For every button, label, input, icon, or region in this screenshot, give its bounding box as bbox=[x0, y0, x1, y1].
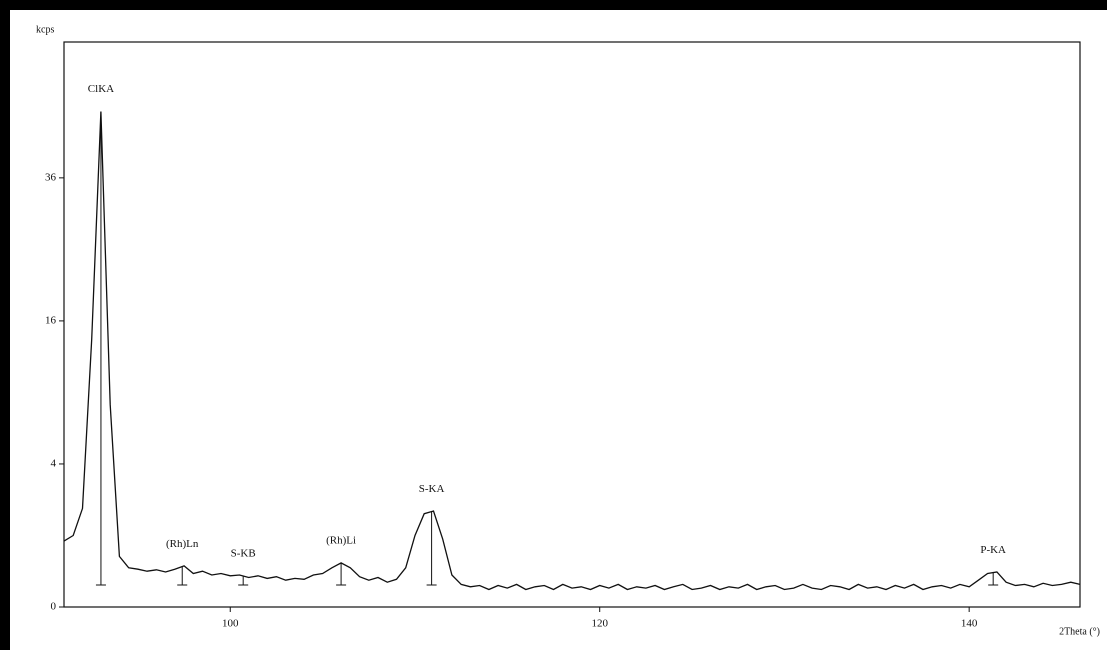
peak-label: (Rh)Ln bbox=[166, 538, 199, 550]
plot-frame bbox=[63, 41, 1081, 608]
peak-label: S-KB bbox=[231, 548, 256, 560]
top-border bbox=[0, 0, 1107, 10]
y-tick-label: 36 bbox=[45, 171, 57, 183]
peak-label: ClKA bbox=[88, 83, 114, 95]
spectrum-line bbox=[63, 111, 1081, 591]
x-tick-label: 120 bbox=[591, 618, 608, 630]
x-tick-label: 140 bbox=[961, 618, 978, 630]
peak-label: (Rh)Li bbox=[326, 534, 356, 546]
y-tick-label: 16 bbox=[45, 314, 57, 326]
y-tick-label: 0 bbox=[51, 601, 57, 613]
x-axis-label: 2Theta (°) bbox=[1059, 626, 1100, 637]
peak-label: S-KA bbox=[419, 483, 445, 495]
x-tick-label: 100 bbox=[222, 618, 239, 630]
left-border bbox=[0, 0, 10, 650]
y-tick-label: 4 bbox=[51, 457, 57, 469]
y-axis-label: kcps bbox=[36, 24, 54, 35]
peak-label: P-KA bbox=[980, 544, 1006, 556]
